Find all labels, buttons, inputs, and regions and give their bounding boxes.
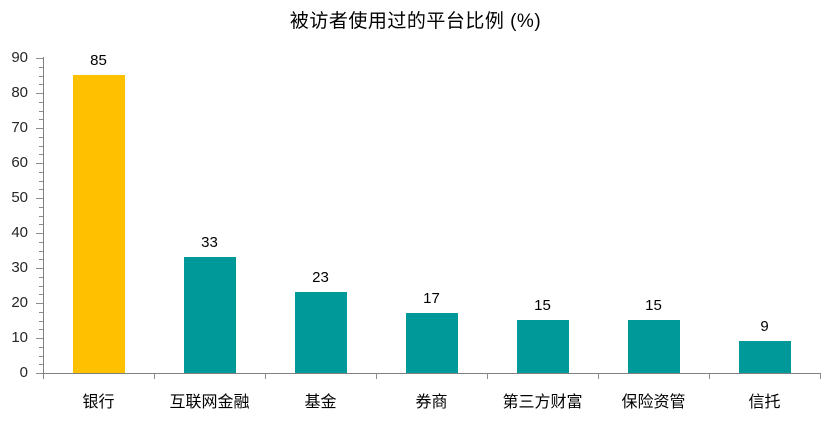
- y-minor-tick: [39, 67, 43, 68]
- x-boundary-tick: [154, 373, 155, 379]
- bar-value-label: 15: [645, 297, 662, 314]
- y-major-tick: [36, 93, 43, 94]
- bar: [628, 320, 680, 373]
- y-minor-tick: [39, 76, 43, 77]
- y-minor-tick: [39, 251, 43, 252]
- y-tick-label: 30: [11, 259, 28, 276]
- y-minor-tick: [39, 102, 43, 103]
- y-major-tick: [36, 128, 43, 129]
- y-major-tick: [36, 303, 43, 304]
- bar-value-label: 23: [312, 269, 329, 286]
- y-minor-tick: [39, 242, 43, 243]
- y-minor-tick: [39, 347, 43, 348]
- x-axis-line: [43, 373, 820, 374]
- y-tick-label: 10: [11, 329, 28, 346]
- y-major-tick: [36, 198, 43, 199]
- category-label: 银行: [82, 394, 115, 411]
- y-major-tick: [36, 373, 43, 374]
- x-boundary-tick: [598, 373, 599, 379]
- bar: [184, 257, 236, 373]
- category-label: 信托: [748, 394, 781, 411]
- y-major-tick: [36, 233, 43, 234]
- y-minor-tick: [39, 172, 43, 173]
- y-major-tick: [36, 338, 43, 339]
- x-boundary-tick: [820, 373, 821, 379]
- y-minor-tick: [39, 137, 43, 138]
- y-tick-label: 20: [11, 294, 28, 311]
- bar-value-label: 85: [90, 52, 107, 69]
- y-minor-tick: [39, 277, 43, 278]
- y-tick-label: 70: [11, 119, 28, 136]
- y-minor-tick: [39, 356, 43, 357]
- bar: [739, 341, 791, 373]
- category-label: 券商: [415, 394, 448, 411]
- y-major-tick: [36, 58, 43, 59]
- y-minor-tick: [39, 181, 43, 182]
- y-minor-tick: [39, 84, 43, 85]
- y-tick-label: 40: [11, 224, 28, 241]
- y-minor-tick: [39, 146, 43, 147]
- y-major-tick: [36, 268, 43, 269]
- y-tick-label: 0: [19, 364, 28, 381]
- bar-value-label: 15: [534, 297, 551, 314]
- y-minor-tick: [39, 364, 43, 365]
- category-label: 保险资管: [621, 394, 686, 411]
- bar: [295, 292, 347, 373]
- bar: [406, 313, 458, 373]
- bar-value-label: 9: [760, 318, 769, 335]
- y-minor-tick: [39, 321, 43, 322]
- category-label: 基金: [304, 394, 337, 411]
- x-boundary-tick: [487, 373, 488, 379]
- y-minor-tick: [39, 154, 43, 155]
- bar-value-label: 17: [423, 290, 440, 307]
- bar: [517, 320, 569, 373]
- y-tick-label: 90: [11, 49, 28, 66]
- category-label: 第三方财富: [502, 394, 583, 411]
- y-minor-tick: [39, 119, 43, 120]
- y-tick-label: 60: [11, 154, 28, 171]
- y-major-tick: [36, 163, 43, 164]
- y-minor-tick: [39, 259, 43, 260]
- x-boundary-tick: [376, 373, 377, 379]
- bar: [73, 75, 125, 373]
- y-minor-tick: [39, 294, 43, 295]
- category-label: 互联网金融: [169, 394, 250, 411]
- y-minor-tick: [39, 189, 43, 190]
- y-minor-tick: [39, 207, 43, 208]
- y-tick-label: 50: [11, 189, 28, 206]
- y-minor-tick: [39, 224, 43, 225]
- chart-title: 被访者使用过的平台比例 (%): [289, 11, 542, 32]
- y-minor-tick: [39, 216, 43, 217]
- y-axis-line: [43, 57, 44, 379]
- y-minor-tick: [39, 329, 43, 330]
- y-minor-tick: [39, 111, 43, 112]
- y-minor-tick: [39, 312, 43, 313]
- x-boundary-tick: [709, 373, 710, 379]
- y-minor-tick: [39, 286, 43, 287]
- y-tick-label: 80: [11, 84, 28, 101]
- x-boundary-tick: [265, 373, 266, 379]
- bar-value-label: 33: [201, 234, 218, 251]
